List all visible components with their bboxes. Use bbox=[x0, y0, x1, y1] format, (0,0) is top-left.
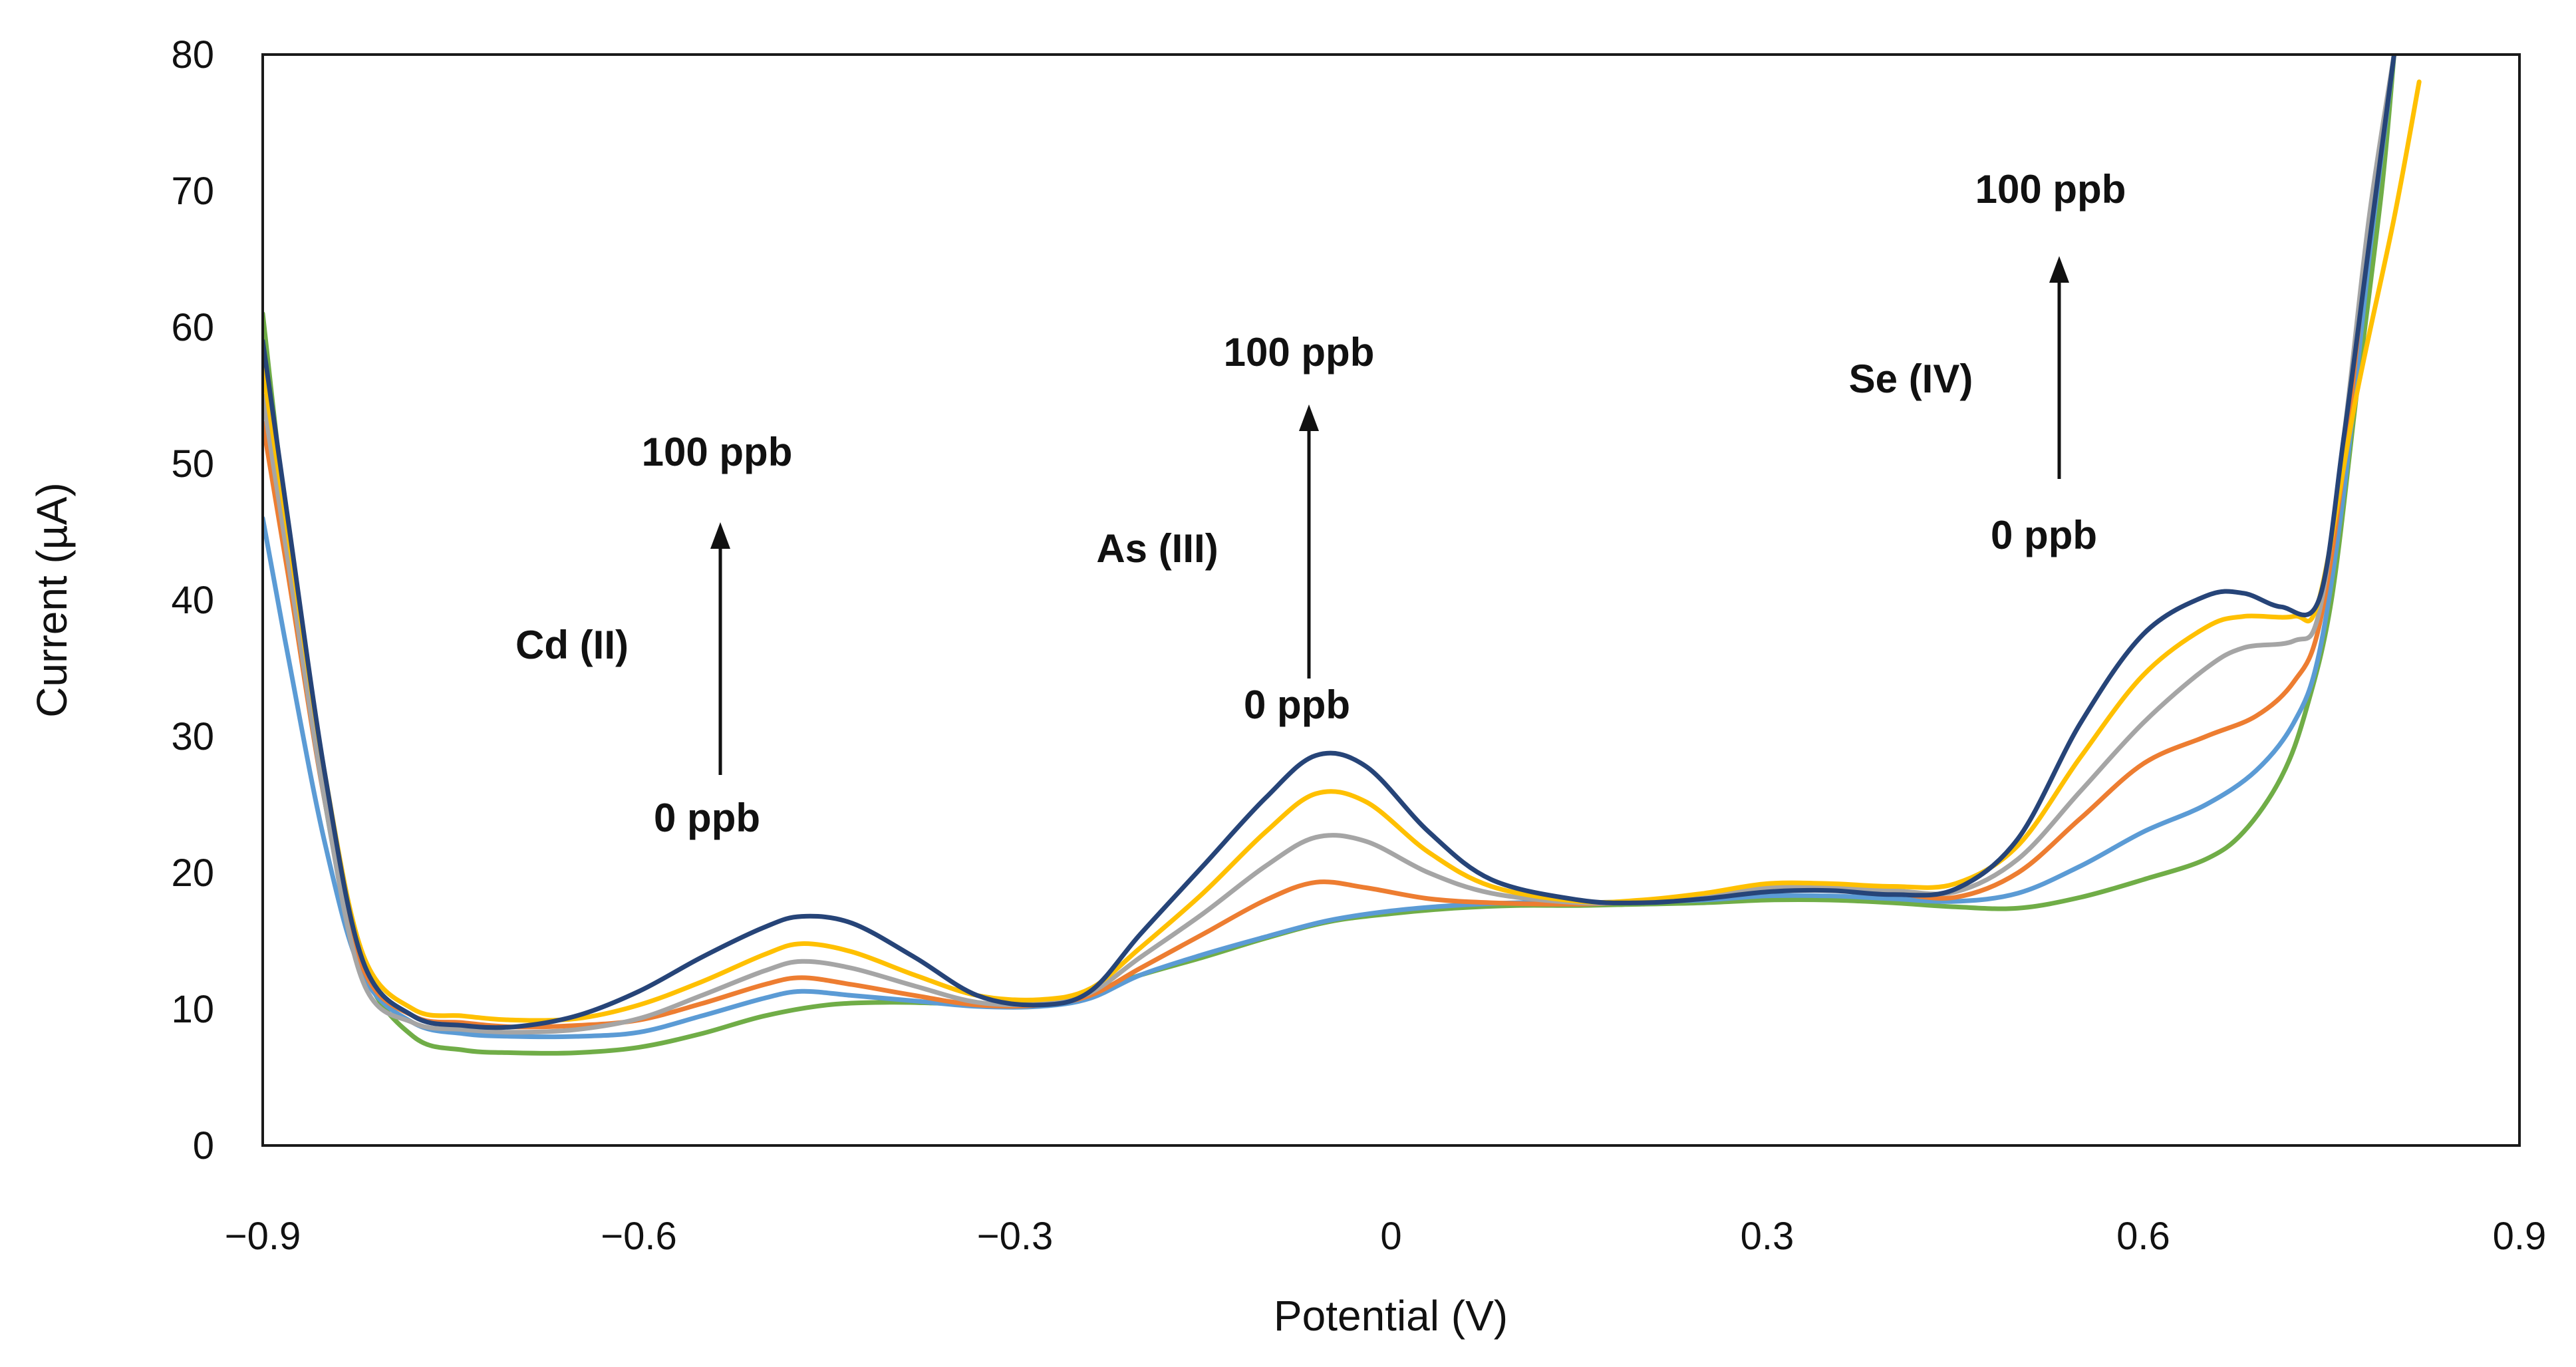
x-tick-label-4: 0 bbox=[1380, 1215, 1401, 1258]
x-tick-label-1: −0.9 bbox=[225, 1215, 301, 1258]
series-line-5 bbox=[263, 79, 2422, 1023]
series-line-2 bbox=[263, 55, 2396, 1040]
x-tick-label-7: 0.9 bbox=[2493, 1215, 2547, 1258]
cd-top-concentration-label: 100 ppb bbox=[642, 430, 793, 474]
y-tick-label-7: 60 bbox=[171, 306, 214, 349]
y-tick-label-9: 80 bbox=[171, 33, 214, 76]
as-top-concentration-label: 100 ppb bbox=[1224, 330, 1375, 375]
x-tick-label-2: −0.6 bbox=[601, 1215, 677, 1258]
as-element-label: As (III) bbox=[1096, 526, 1218, 571]
x-tick-label-3: −0.3 bbox=[977, 1215, 1054, 1258]
y-axis-title: Current (µA) bbox=[28, 482, 76, 717]
cd-arrow-head bbox=[710, 522, 730, 549]
y-tick-label-5: 40 bbox=[171, 579, 214, 622]
series-line-6 bbox=[263, 55, 2396, 1030]
y-tick-label-4: 30 bbox=[171, 715, 214, 758]
se-top-concentration-label: 100 ppb bbox=[1975, 167, 2126, 212]
y-tick-label-1: 0 bbox=[193, 1124, 214, 1167]
as-bottom-concentration-label: 0 ppb bbox=[1244, 683, 1350, 727]
series-line-1 bbox=[263, 55, 2396, 1056]
series-line-4 bbox=[263, 55, 2396, 1035]
x-axis-title: Potential (V) bbox=[1274, 1292, 1508, 1340]
cd-element-label: Cd (II) bbox=[515, 623, 629, 667]
y-tick-label-2: 10 bbox=[171, 988, 214, 1031]
y-tick-label-6: 50 bbox=[171, 442, 214, 486]
se-element-label: Se (IV) bbox=[1849, 357, 1973, 401]
x-tick-label-5: 0.3 bbox=[1741, 1215, 1794, 1258]
y-tick-label-8: 70 bbox=[171, 170, 214, 213]
se-arrow-head bbox=[2049, 256, 2069, 283]
x-tick-label-6: 0.6 bbox=[2116, 1215, 2170, 1258]
cd-bottom-concentration-label: 0 ppb bbox=[654, 796, 760, 840]
as-arrow-head bbox=[1299, 404, 1319, 431]
plot-area-frame bbox=[261, 53, 2521, 1147]
y-tick-label-3: 20 bbox=[171, 851, 214, 895]
se-bottom-concentration-label: 0 ppb bbox=[1991, 513, 2097, 557]
